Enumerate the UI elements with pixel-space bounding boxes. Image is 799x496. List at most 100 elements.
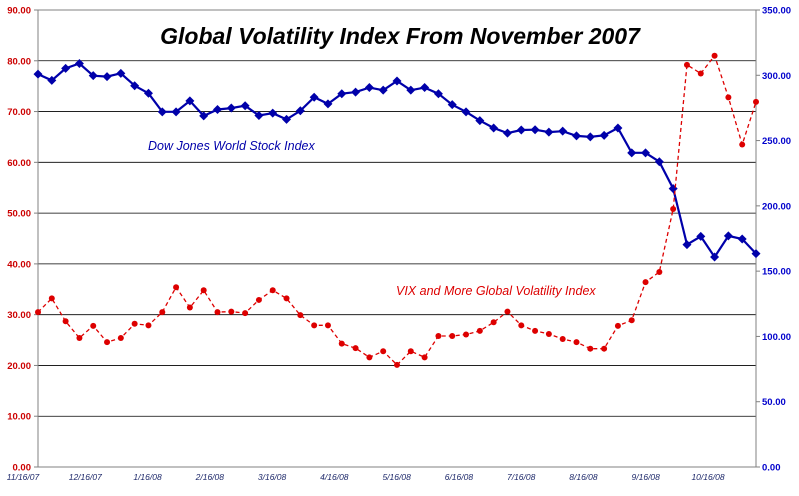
dow-jones-data-point [254,111,264,121]
vix-data-point [76,335,83,342]
left-axis-ticks: 0.00 10.00 20.00 30.00 40.00 50.00 60.00 70.00 8… [7,6,38,474]
dow-jones-data-point [489,123,499,133]
vix-data-point [90,322,97,329]
dow-jones-data-point [627,148,637,158]
dow-jones-data-point [323,99,333,109]
dow-jones-data-point [61,63,71,73]
dow-jones-data-point [710,252,720,262]
dow-jones-data-point [33,69,43,79]
dow-jones-data-point [737,234,747,244]
dow-jones-data-point [475,116,485,126]
dow-jones-data-point [392,76,402,86]
vix-data-point [725,94,732,101]
vix-data-point [739,141,746,148]
dow-jones-data-point [751,249,761,259]
dow-jones-data-point [433,89,443,99]
x-tick-label: 4/16/08 [320,472,349,482]
dow-jones-data-point [682,240,692,250]
x-tick-label: 8/16/08 [569,472,598,482]
vix-data-point [518,322,525,329]
vix-data-point [683,61,690,68]
dow-jones-series-label: Dow Jones World Stock Index [148,139,315,153]
vix-data-point [214,309,221,316]
dow-jones-data-point [420,83,430,93]
vix-data-point [35,309,41,316]
vix-data-point [173,284,180,291]
vix-data-point [297,312,304,319]
vix-data-point [628,317,635,324]
vix-data-point [559,336,566,343]
vix-data-point [614,322,621,329]
vix-data-point [200,287,207,294]
vix-data-point [380,348,387,355]
vix-data-point [366,354,373,361]
dow-jones-data-point [130,81,140,91]
dow-jones-data-point [295,106,305,116]
dow-jones-data-point [47,75,57,85]
chart-title: Global Volatility Index From November 20… [160,23,641,49]
dow-jones-data-point [641,148,651,158]
vix-data-point [711,52,718,59]
left-tick-label: 20.00 [7,361,31,372]
vix-data-point [62,318,69,325]
x-tick-label: 1/16/08 [133,472,162,482]
dow-jones-data-point [364,83,374,93]
vix-data-point [656,269,663,276]
left-tick-label: 40.00 [7,259,31,270]
dow-jones-data-point [613,123,623,133]
dow-jones-data-point [171,107,181,117]
x-axis-ticks: 11/16/07 12/16/07 1/16/08 2/16/08 3/16/08 4/1… [7,472,725,482]
dow-jones-data-point [406,85,416,95]
dow-jones-data-point [226,103,236,113]
vix-data-point [255,296,262,303]
vix-data-point [338,340,345,347]
right-tick-label: 50.00 [762,397,786,408]
right-tick-label: 200.00 [762,201,791,212]
vix-data-point [311,322,318,329]
x-tick-label: 6/16/08 [445,472,474,482]
dow-jones-data-point [351,87,361,97]
x-tick-label: 3/16/08 [258,472,287,482]
vix-data-point [601,345,608,352]
right-tick-label: 350.00 [762,6,791,17]
vix-data-point [283,295,290,302]
vix-data-point [545,330,552,337]
left-tick-label: 90.00 [7,6,31,17]
vix-data-point [573,339,580,346]
dow-jones-data-point [116,68,126,78]
vix-data-point [670,206,677,213]
right-axis-ticks: 0.00 50.00 100.00 150.00 200.00 250.00 300.00 3… [756,6,791,474]
dow-jones-data-point [461,107,471,117]
plot-area-frame [37,9,757,468]
x-tick-label: 2/16/08 [195,472,225,482]
x-tick-label: 10/16/08 [691,472,724,482]
left-tick-label: 60.00 [7,158,31,169]
dow-jones-data-point [544,127,554,137]
series-layer [33,52,761,368]
dow-jones-data-point [282,114,292,124]
dow-jones-data-point [654,157,664,167]
vix-data-point [104,339,111,346]
dow-jones-data-point [585,132,595,142]
dow-jones-data-point [199,111,209,121]
dow-jones-data-point [268,108,278,118]
vix-data-point [352,345,359,352]
dow-jones-data-point [157,107,167,117]
dow-jones-data-point [572,131,581,141]
dow-jones-data-point [102,72,112,82]
dow-jones-data-point [516,125,526,135]
dow-jones-data-point [378,85,388,95]
dow-jones-data-point [143,88,153,98]
vix-data-point [587,345,594,352]
dow-jones-data-point [88,71,98,81]
right-tick-label: 100.00 [762,332,791,343]
vix-data-point [145,322,152,329]
right-tick-label: 0.00 [762,463,781,474]
dow-jones-data-point [447,100,457,110]
x-tick-label: 9/16/08 [632,472,661,482]
left-tick-label: 10.00 [7,412,31,423]
right-tick-label: 150.00 [762,267,791,278]
vix-data-point [697,70,704,77]
